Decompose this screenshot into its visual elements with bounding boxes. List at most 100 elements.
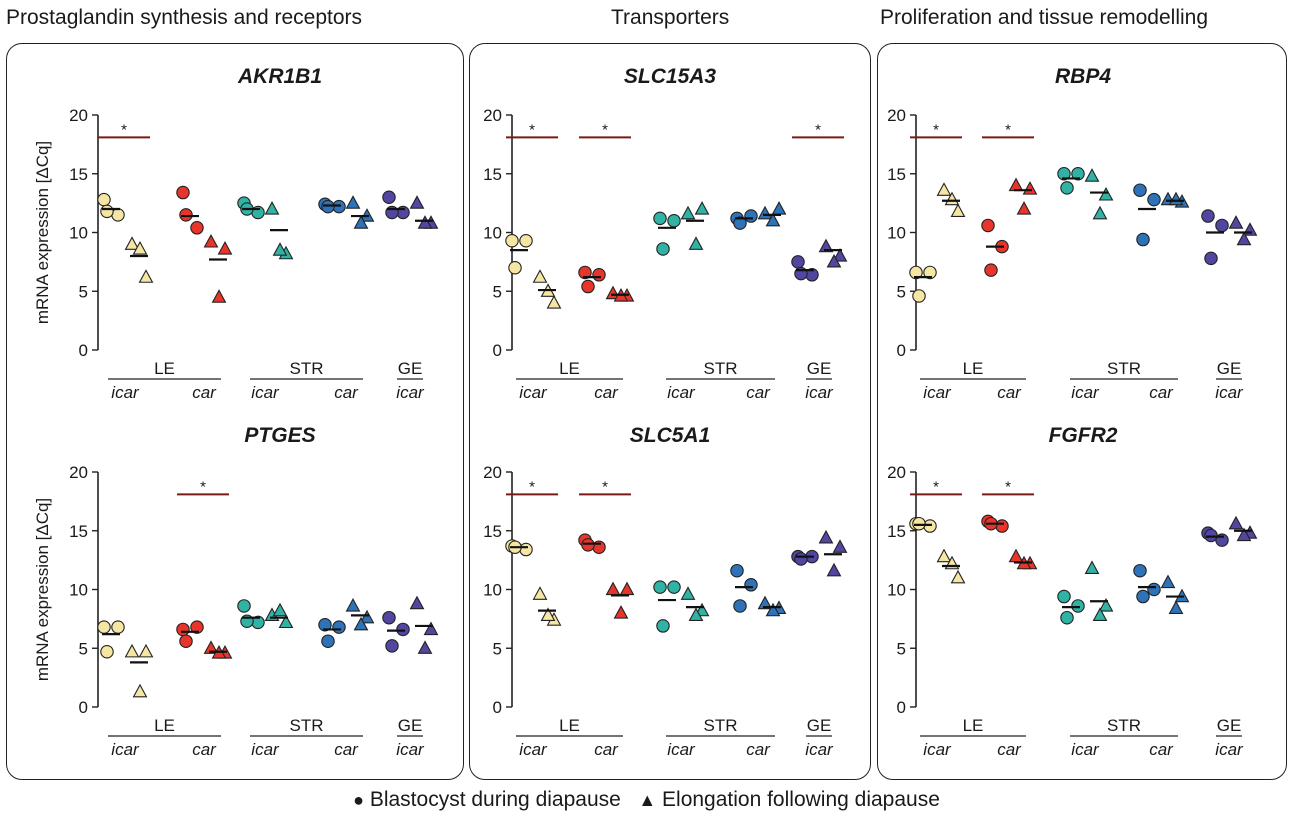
elongation-point <box>818 529 834 544</box>
elongation-point <box>936 182 952 196</box>
elongation-point <box>1160 574 1176 589</box>
triangle-legend-icon: ▲ <box>638 790 657 810</box>
elongation-point <box>1236 231 1252 246</box>
blastocyst-point <box>995 519 1009 533</box>
tissue-label-ge: GE <box>1217 716 1242 735</box>
elongation-point <box>757 205 773 220</box>
blastocyst-point <box>1147 582 1161 597</box>
elongation-point <box>1092 607 1108 622</box>
tissue-label-ge: GE <box>1217 359 1242 378</box>
elongation-point <box>353 215 369 229</box>
blastocyst-point <box>100 204 114 219</box>
blastocyst-point <box>794 552 808 566</box>
condition-label-car: car <box>594 383 619 402</box>
blastocyst-point <box>1071 599 1085 613</box>
tissue-label-str: STR <box>704 359 738 378</box>
elongation-point <box>540 607 556 622</box>
blastocyst-point <box>1201 209 1215 223</box>
elongation-point <box>132 683 148 698</box>
elongation-point <box>203 233 219 248</box>
tissue-label-le: LE <box>963 359 984 378</box>
blastocyst-point <box>984 263 998 277</box>
elongation-point <box>264 201 280 215</box>
elongation-point <box>832 248 848 262</box>
y-tick-label: 5 <box>493 639 502 658</box>
elongation-point <box>619 581 635 596</box>
blastocyst-point <box>667 580 681 594</box>
tissue-label-ge: GE <box>398 716 423 735</box>
group-title-proliferation: Proliferation and tissue remodelling <box>880 6 1209 29</box>
significance-star: * <box>200 478 206 495</box>
condition-label-icar: icar <box>251 383 280 402</box>
blastocyst-point <box>1060 610 1074 625</box>
blastocyst-point <box>505 233 519 248</box>
elongation-point <box>688 607 704 622</box>
y-tick-label: 10 <box>887 224 906 243</box>
elongation-point <box>832 539 848 553</box>
condition-label-icar: icar <box>1071 740 1100 759</box>
blastocyst-point <box>385 639 399 653</box>
blastocyst-point <box>581 279 595 294</box>
condition-label-icar: icar <box>1071 383 1100 402</box>
elongation-point <box>765 602 781 617</box>
chart-akr1b1: AKR1B1 0 5 10 15 20 mRNA expression [ΔCq] LE STR… <box>33 65 439 402</box>
elongation-point <box>826 562 842 577</box>
elongation-point <box>546 295 562 309</box>
y-tick-label: 0 <box>897 698 906 717</box>
y-tick-label: 20 <box>69 106 88 125</box>
condition-label-icar: icar <box>805 740 834 759</box>
tissue-label-str: STR <box>704 716 738 735</box>
elongation-point <box>1084 560 1100 575</box>
significance-star: * <box>933 478 939 495</box>
elongation-point <box>211 289 227 303</box>
y-tick-label: 0 <box>79 698 88 717</box>
condition-label-car: car <box>594 740 619 759</box>
y-tick-label: 15 <box>887 522 906 541</box>
condition-label-icar: icar <box>251 740 280 759</box>
condition-label-car: car <box>1149 383 1174 402</box>
blastocyst-point <box>321 634 335 648</box>
chart-title: RBP4 <box>1055 65 1111 88</box>
blastocyst-point <box>653 211 667 226</box>
elongation-point <box>124 643 140 658</box>
chart-title: PTGES <box>244 424 315 447</box>
tissue-label-le: LE <box>559 359 580 378</box>
significance-star: * <box>529 121 535 138</box>
elongation-point <box>1236 527 1252 542</box>
y-tick-label: 20 <box>887 463 906 482</box>
blastocyst-point <box>97 620 111 634</box>
blastocyst-point <box>1071 167 1085 181</box>
condition-label-car: car <box>997 383 1022 402</box>
y-tick-label: 15 <box>69 165 88 184</box>
condition-label-icar: icar <box>1215 383 1244 402</box>
chart-title: AKR1B1 <box>237 65 322 88</box>
y-tick-label: 0 <box>897 341 906 360</box>
blastocyst-point <box>912 289 926 303</box>
condition-label-icar: icar <box>519 740 548 759</box>
elongation-point <box>359 609 375 624</box>
blastocyst-point <box>656 242 670 256</box>
elongation-point <box>950 569 966 584</box>
condition-label-icar: icar <box>805 383 834 402</box>
blastocyst-point <box>97 192 111 207</box>
circle-legend-label: Blastocyst during diapause <box>369 788 621 811</box>
elongation-point <box>680 586 696 600</box>
y-tick-label: 5 <box>79 282 88 301</box>
tissue-label-le: LE <box>963 716 984 735</box>
elongation-point <box>1168 600 1184 614</box>
condition-label-icar: icar <box>667 740 696 759</box>
elongation-point <box>124 236 140 250</box>
y-tick-label: 15 <box>483 165 502 184</box>
blastocyst-point <box>1215 218 1229 233</box>
elongation-point <box>757 595 773 610</box>
y-tick-label: 15 <box>69 522 88 541</box>
significance-star: * <box>933 121 939 138</box>
elongation-point <box>1098 186 1114 201</box>
tissue-label-str: STR <box>290 359 324 378</box>
elongation-point <box>423 621 439 636</box>
circle-legend-icon: ● <box>353 790 364 810</box>
blastocyst-point <box>508 260 522 275</box>
blastocyst-point <box>1136 232 1150 247</box>
blastocyst-point <box>111 620 125 634</box>
